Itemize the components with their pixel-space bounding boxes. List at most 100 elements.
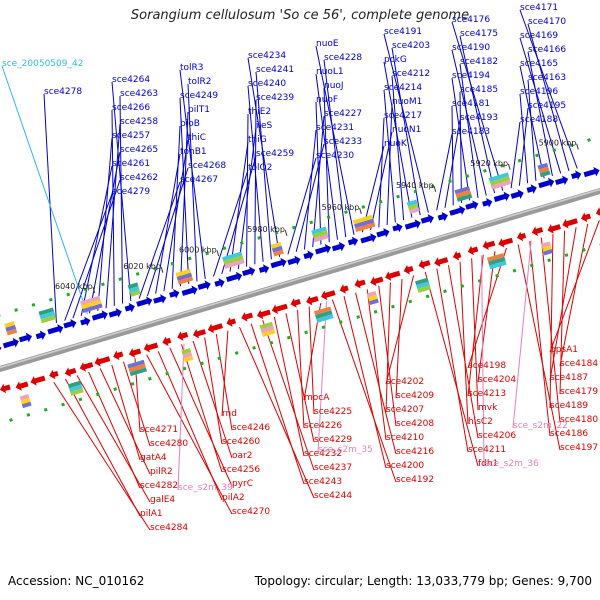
reverse-gene-label-sce4270[interactable]: sce4270 [232,507,270,517]
forward-gene-label-sce4191[interactable]: sce4191 [384,27,422,37]
forward-gene-label-tolq2[interactable]: tolQ2 [248,163,272,173]
reverse-gene-label-gata4[interactable]: gatA4 [140,453,167,463]
forward-gene-label-sce4263[interactable]: sce4263 [120,89,158,99]
reverse-gene-label-sce4187[interactable]: sce4187 [550,373,588,383]
forward-gene-label-sce4266[interactable]: sce4266 [112,103,150,113]
forward-gene-label-sce4257[interactable]: sce4257 [112,131,150,141]
reverse-gene-label-sce4197[interactable]: sce4197 [560,443,598,453]
forward-gene-label-sce4265[interactable]: sce4265 [120,145,158,155]
reverse-gene-label-sce4229[interactable]: sce4229 [314,435,352,445]
forward-gene-label-sce4170[interactable]: sce4170 [528,17,566,27]
forward-gene-label-tolr3[interactable]: tolR3 [180,63,204,73]
reverse-gene-label-sce4210[interactable]: sce4210 [386,433,424,443]
reverse-gene-label-pila1[interactable]: pilA1 [140,509,163,519]
forward-gene-label-biob[interactable]: bioB [180,119,200,129]
forward-gene-label-sce4203[interactable]: sce4203 [392,41,430,51]
reverse-gene-label-sce4284[interactable]: sce4284 [150,523,188,533]
forward-gene-label-sce4261[interactable]: sce4261 [112,159,150,169]
forward-gene-label-sce4196[interactable]: sce4196 [520,87,558,97]
reverse-gene-label-sce4204[interactable]: sce4204 [478,375,516,385]
forward-gene-label-pckg[interactable]: pckG [384,55,407,65]
reverse-gene-label-sce4246[interactable]: sce4246 [232,423,270,433]
forward-gene-label-nuof[interactable]: nuoF [316,95,338,105]
forward-gene-label-sce4258[interactable]: sce4258 [120,117,158,127]
reverse-gene-label-sce4192[interactable]: sce4192 [396,475,434,485]
reverse-gene-label-pilr2[interactable]: pilR2 [150,467,173,477]
forward-gene-label-nuol1[interactable]: nuoL1 [316,67,344,77]
reverse-gene-label-ppsa1[interactable]: ppsA1 [550,345,578,355]
forward-gene-label-sce4183[interactable]: sce4183 [452,127,490,137]
reverse-gene-label-sce4280[interactable]: sce4280 [150,439,188,449]
forward-gene-label-sce4241[interactable]: sce4241 [256,65,294,75]
forward-gene-label-sce4185[interactable]: sce4185 [460,85,498,95]
forward-gene-label-sce4166[interactable]: sce4166 [528,45,566,55]
reverse-gene-label-pyrc[interactable]: pyrC [232,479,253,489]
forward-gene-label-sce4240[interactable]: sce4240 [248,79,286,89]
forward-gene-label-sce4264[interactable]: sce4264 [112,75,150,85]
misc-feature-label-sce-20050509-42[interactable]: sce_20050509_42 [2,59,83,69]
reverse-gene-label-sce4186[interactable]: sce4186 [550,429,588,439]
reverse-gene-label-sce4282[interactable]: sce4282 [140,481,178,491]
forward-gene-label-sce4267[interactable]: sce4267 [180,175,218,185]
forward-gene-label-sce4262[interactable]: sce4262 [120,173,158,183]
forward-gene-label-sce4195[interactable]: sce4195 [528,101,566,111]
forward-gene-label-thic[interactable]: thiC [188,133,206,143]
reverse-gene-label-sce4256[interactable]: sce4256 [222,465,260,475]
forward-gene-label-sce4181[interactable]: sce4181 [452,99,490,109]
reverse-gene-label-sce4207[interactable]: sce4207 [386,405,424,415]
forward-gene-label-sce4233[interactable]: sce4233 [324,137,362,147]
reverse-gene-label-gale4[interactable]: galE4 [150,495,175,505]
forward-gene-label-tolr2[interactable]: tolR2 [188,77,212,87]
reverse-gene-label-mvk[interactable]: mvk [478,403,498,413]
reverse-gene-label-sce4213[interactable]: sce4213 [468,389,506,399]
forward-gene-label-iles[interactable]: ileS [256,121,273,131]
forward-gene-label-sce4249[interactable]: sce4249 [180,91,218,101]
reverse-gene-label-moca[interactable]: mocA [304,393,330,403]
forward-gene-label-sce4259[interactable]: sce4259 [256,149,294,159]
forward-gene-label-sce4163[interactable]: sce4163 [528,73,566,83]
reverse-gene-label-sce4180[interactable]: sce4180 [560,415,598,425]
rna-feature-label-sce-s2m-39[interactable]: sce_s2m_39 [178,483,233,493]
forward-gene-label-nuok[interactable]: nuoK [384,139,408,149]
forward-gene-label-sce4214[interactable]: sce4214 [384,83,422,93]
reverse-gene-label-sce4243[interactable]: sce4243 [304,477,342,487]
forward-gene-label-sce4230[interactable]: sce4230 [316,151,354,161]
reverse-gene-label-sce4216[interactable]: sce4216 [396,447,434,457]
reverse-gene-label-sce4225[interactable]: sce4225 [314,407,352,417]
reverse-gene-label-sce4198[interactable]: sce4198 [468,361,506,371]
reverse-gene-label-sce4200[interactable]: sce4200 [386,461,424,471]
forward-gene-label-sce4176[interactable]: sce4176 [452,15,490,25]
reverse-gene-label-sce4244[interactable]: sce4244 [314,491,352,501]
reverse-gene-label-sce4260[interactable]: sce4260 [222,437,260,447]
reverse-gene-label-hisc2[interactable]: hisC2 [468,417,493,427]
forward-gene-label-sce4165[interactable]: sce4165 [520,59,558,69]
forward-gene-label-sce4228[interactable]: sce4228 [324,53,362,63]
forward-gene-label-thig[interactable]: thiG [248,135,267,145]
forward-gene-label-nuon1[interactable]: nuoN1 [392,125,421,135]
forward-gene-label-nuom1[interactable]: nuoM1 [392,97,422,107]
reverse-gene-label-sce4189[interactable]: sce4189 [550,401,588,411]
forward-gene-label-sce4227[interactable]: sce4227 [324,109,362,119]
reverse-gene-label-sce4179[interactable]: sce4179 [560,387,598,397]
forward-gene-label-thie2[interactable]: thiE2 [248,107,271,117]
reverse-gene-label-sce4202[interactable]: sce4202 [386,377,424,387]
reverse-gene-label-sce4206[interactable]: sce4206 [478,431,516,441]
forward-gene-label-sce4171[interactable]: sce4171 [520,3,558,13]
forward-gene-label-sce4182[interactable]: sce4182 [460,57,498,67]
reverse-gene-label-sce4208[interactable]: sce4208 [396,419,434,429]
forward-gene-label-sce4279[interactable]: sce4279 [112,187,150,197]
forward-gene-label-nuoe[interactable]: nuoE [316,39,339,49]
forward-gene-label-sce4193[interactable]: sce4193 [460,113,498,123]
reverse-gene-label-sce4232[interactable]: sce4232 [304,449,342,459]
reverse-gene-label-sce4226[interactable]: sce4226 [304,421,342,431]
forward-gene-label-sce4194[interactable]: sce4194 [452,71,490,81]
reverse-gene-label-rnd[interactable]: rnd [222,409,237,419]
rna-feature-label-sce-s2m-22[interactable]: sce_s2m_22 [513,421,568,431]
forward-gene-label-sce4234[interactable]: sce4234 [248,51,286,61]
reverse-gene-label-sce4271[interactable]: sce4271 [140,425,178,435]
reverse-gene-label-oar2[interactable]: oar2 [232,451,252,461]
rna-feature-label-sce-s2m-35[interactable]: sce_s2m_35 [318,445,373,455]
forward-gene-label-sce4231[interactable]: sce4231 [316,123,354,133]
forward-gene-label-sce4278[interactable]: sce4278 [44,87,82,97]
reverse-gene-label-pila2[interactable]: pilA2 [222,493,245,503]
